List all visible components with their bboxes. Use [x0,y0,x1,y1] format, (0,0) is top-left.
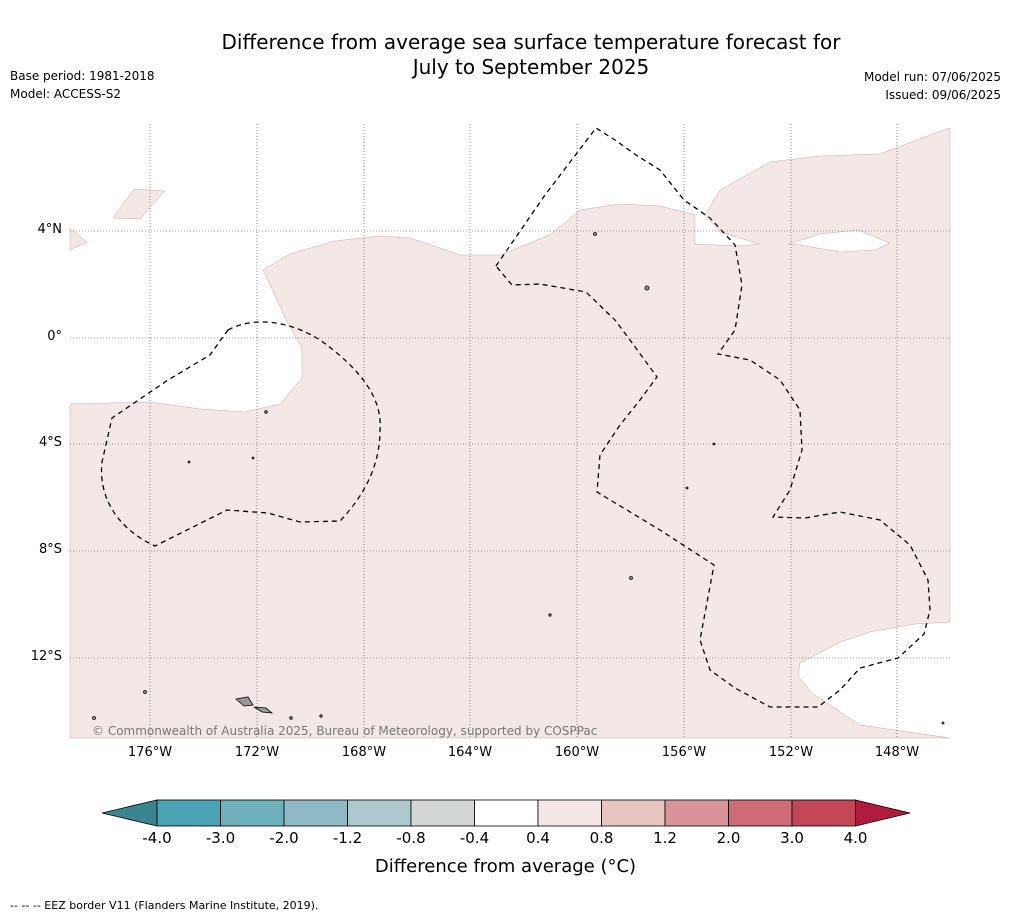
anomaly-patch-west [69,227,88,251]
colorbar-segment-5 [410,799,475,827]
island-samoa-2 [253,706,274,714]
cb-tick-8: 0.8 [589,829,614,847]
base-period: Base period: 1981-2018 [10,69,155,83]
neutral-patch [787,229,891,253]
lat-label-12s: 12°S [30,649,62,664]
colorbar-segment-4 [347,799,412,827]
eez-tokelau-kiribati [100,321,381,547]
lon-label-176w: 176°W [127,745,173,760]
colorbar-segment-10 [728,799,793,827]
colorbar-extend-high [855,799,911,827]
cb-tick-6: -0.4 [459,829,490,847]
cb-tick-1: -4.0 [142,829,172,847]
cb-tick-3: -2.0 [269,829,299,847]
island-samoa-1 [235,696,254,707]
islands [92,232,945,725]
sst-map [69,124,951,739]
cb-tick-4: -1.2 [332,829,363,847]
map-title: Difference from average sea surface temp… [0,30,1011,80]
colorbar-segment-11 [791,799,856,827]
model-name: Model: ACCESS-S2 [10,87,122,101]
lat-label-4s: 4°S [38,435,62,450]
colorbar-segment-6 [474,799,539,827]
colorbar-segment-9 [664,799,729,827]
copyright-notice: © Commonwealth of Australia 2025, Bureau… [92,724,598,738]
eez-line-islands [495,127,931,708]
model-run: Model run: 07/06/2025 [863,70,1001,84]
colorbar-segment-8 [601,799,666,827]
anomaly-patch-north [112,188,166,220]
title-line-2: July to September 2025 [412,55,650,79]
colorbar-segment-2 [220,799,285,827]
lon-label-152w: 152°W [768,745,814,760]
title-line-1: Difference from average sea surface temp… [221,30,841,54]
eez-borders [100,127,931,708]
colorbar-segment-3 [283,799,348,827]
colorbar-segment-7 [537,799,602,827]
eez-footnote: -- -- -- EEZ border V11 (Flanders Marine… [10,899,319,912]
cb-tick-11: 3.0 [780,829,804,847]
cb-tick-12: 4.0 [843,829,868,847]
cb-tick-5: -0.8 [396,829,426,847]
lon-label-156w: 156°W [661,745,707,760]
cb-tick-2: -3.0 [205,829,236,847]
anomaly-region [69,127,951,739]
meta-left: Base period: 1981-2018 Model: ACCESS-S2 [10,67,155,103]
gridlines [70,124,950,738]
colorbar-segment-1 [156,799,221,827]
lon-label-164w: 164°W [447,745,493,760]
cb-tick-10: 2.0 [716,829,741,847]
lat-label-0: 0° [47,329,62,344]
issued-date: Issued: 09/06/2025 [885,88,1001,102]
cb-tick-7: 0.4 [526,829,550,847]
meta-right: Model run: 07/06/2025 Issued: 09/06/2025 [864,68,1001,104]
lon-label-168w: 168°W [341,745,387,760]
lon-label-148w: 148°W [874,745,920,760]
colorbar-title: Difference from average (°C) [374,856,637,877]
lat-label-4n: 4°N [37,222,63,237]
lon-label-160w: 160°W [554,745,600,760]
lat-label-8s: 8°S [38,542,62,557]
lon-label-172w: 172°W [234,745,280,760]
colorbar-extend-low [101,799,158,827]
cb-tick-9: 1.2 [653,829,677,847]
